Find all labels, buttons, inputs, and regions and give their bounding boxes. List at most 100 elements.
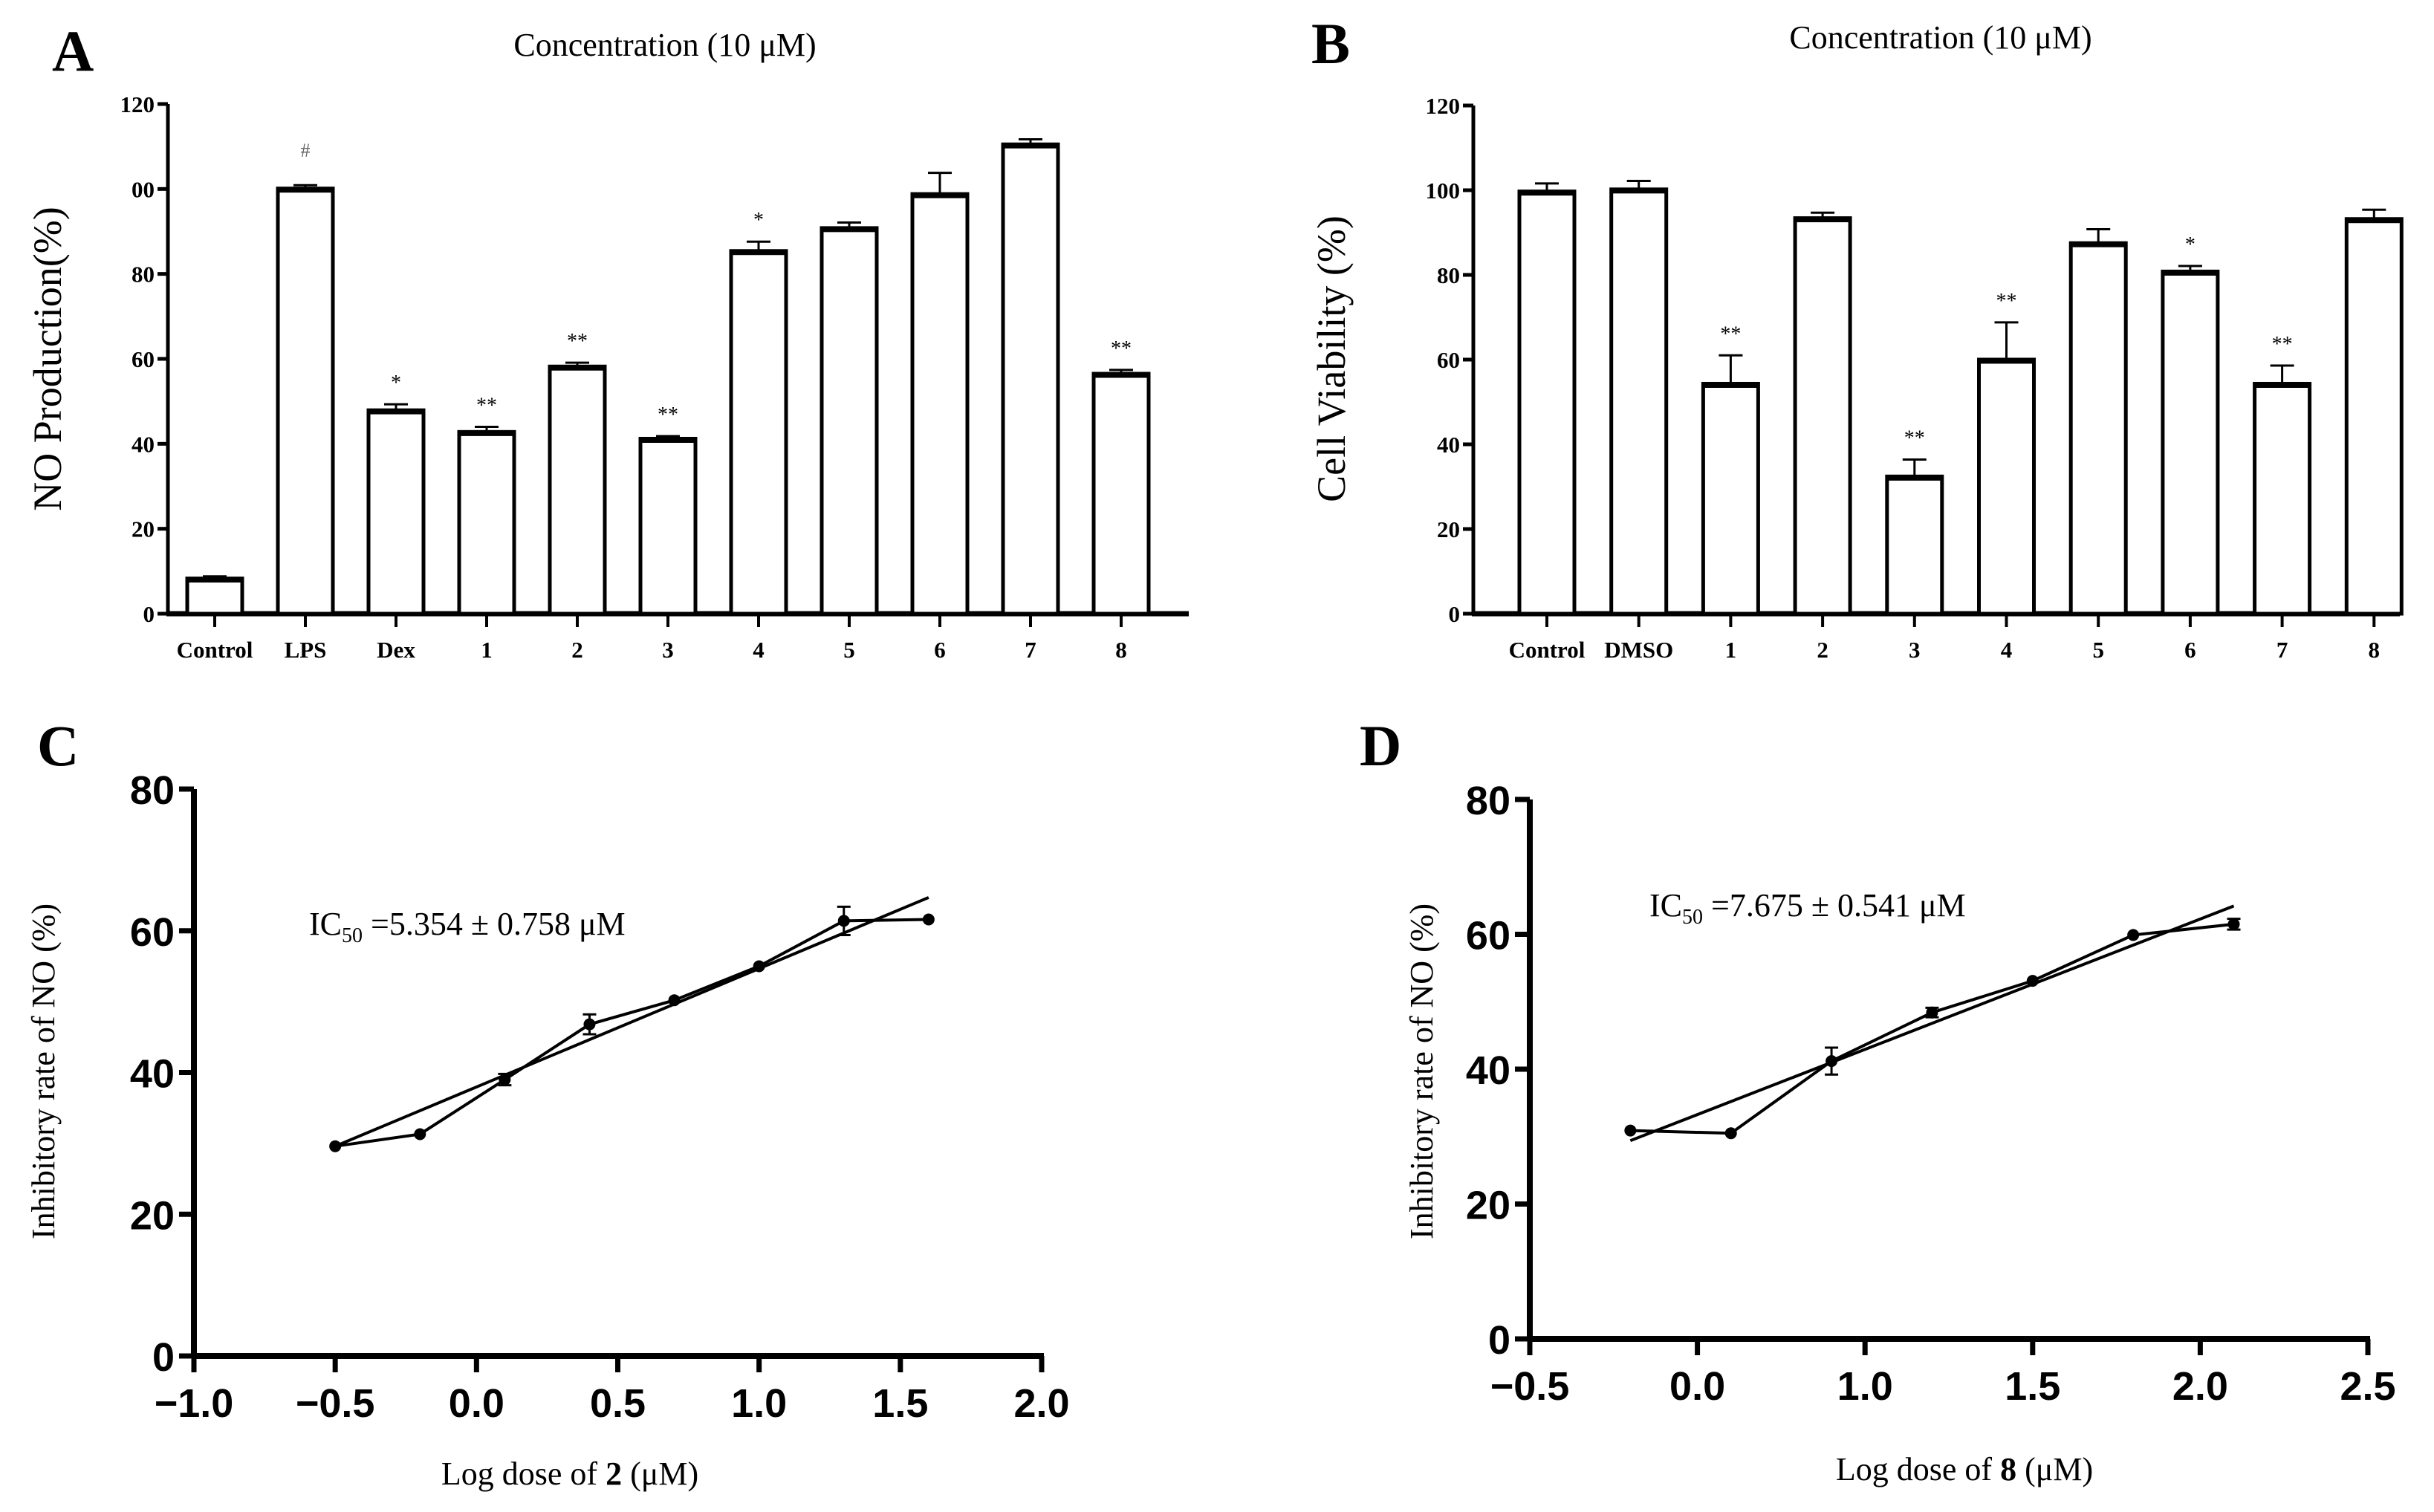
x-tick-label: 6 <box>2184 637 2196 663</box>
x-tick-label: LPS <box>285 637 327 663</box>
chart-title: Concentration (10 μM) <box>513 27 816 63</box>
bar <box>2068 241 2128 616</box>
x-tick-label: 7 <box>1025 637 1036 663</box>
data-point <box>1926 1006 1938 1019</box>
ic50-annotation: IC50 =5.354 ± 0.758 μM <box>309 906 626 947</box>
fit-line <box>1629 904 2235 1143</box>
data-point <box>2227 918 2240 930</box>
y-tick-label: 60 <box>1437 347 1460 373</box>
x-tick-label: 4 <box>753 637 765 663</box>
bar <box>910 192 970 616</box>
data-point <box>2127 929 2140 941</box>
ic50-subscript: 50 <box>342 924 363 947</box>
x-axis-label-compound: 2 <box>606 1456 622 1492</box>
data-point <box>329 1140 342 1152</box>
x-tick-label: 1.5 <box>2005 1364 2060 1409</box>
y-tick-label: 80 <box>1437 262 1460 288</box>
y-tick-label: 40 <box>1437 432 1460 458</box>
data-line <box>1630 922 2234 1135</box>
x-axis-label-suffix: (μM) <box>622 1456 698 1492</box>
panel-label: C <box>37 713 79 778</box>
bar <box>1793 216 1852 616</box>
bar <box>1701 381 1760 616</box>
panel-d: D Inhibitory rate of NO (%) Log dose of 8 … <box>1360 713 2396 1487</box>
bar <box>1091 371 1151 616</box>
significance-marker: ** <box>476 394 497 417</box>
bar <box>638 436 698 616</box>
x-tick-label: −0.5 <box>296 1381 375 1426</box>
bar <box>1609 187 1669 616</box>
bar <box>185 577 244 616</box>
bar <box>2161 269 2220 616</box>
panel-label: D <box>1360 713 1401 778</box>
panel-label: B <box>1311 11 1350 76</box>
data-point <box>753 960 765 973</box>
data-point <box>414 1128 426 1141</box>
x-tick-label: DMSO <box>1604 637 1673 663</box>
y-tick-label: 0 <box>143 601 155 627</box>
data-point <box>2026 975 2039 987</box>
x-tick-label: 3 <box>1909 637 1921 663</box>
bar <box>1001 142 1060 616</box>
x-tick-label: 0.0 <box>1669 1364 1725 1409</box>
x-axis-label-suffix: (μM) <box>2016 1451 2093 1487</box>
x-tick-label: 0.0 <box>449 1381 504 1426</box>
x-tick-label: 2.5 <box>2340 1364 2395 1409</box>
bar <box>2344 217 2404 616</box>
y-tick-label: 00 <box>132 176 155 202</box>
bar <box>2253 381 2312 616</box>
bar <box>820 226 879 616</box>
y-tick-label: 80 <box>130 768 175 813</box>
y-tick-label: 0 <box>152 1335 175 1380</box>
data-point <box>668 994 681 1007</box>
ic50-value: =7.675 ± 0.541 μM <box>1703 887 1966 924</box>
bar <box>1517 189 1577 616</box>
bar <box>366 408 426 616</box>
ic50-annotation: IC50 =7.675 ± 0.541 μM <box>1649 887 1966 929</box>
x-tick-label: 2 <box>571 637 583 663</box>
data-point <box>1624 1124 1637 1137</box>
bar <box>729 249 788 616</box>
x-tick-label: Control <box>177 637 253 663</box>
x-tick-label: 1.0 <box>1837 1364 1893 1409</box>
bar <box>1885 474 1944 616</box>
x-tick-label: 5 <box>2092 637 2104 663</box>
significance-marker: ** <box>1720 322 1741 345</box>
x-tick-label: 4 <box>2001 637 2013 663</box>
y-tick-label: 40 <box>1466 1048 1510 1093</box>
x-tick-label: 2.0 <box>1013 1381 1069 1426</box>
x-tick-label: 2 <box>1817 637 1828 663</box>
y-axis-label: Inhibitory rate of NO (%) <box>1403 903 1440 1239</box>
y-tick-label: 0 <box>1488 1318 1510 1363</box>
y-tick-label: 0 <box>1449 601 1461 627</box>
bar <box>457 429 516 616</box>
significance-marker: ** <box>567 330 588 353</box>
y-tick-label: 20 <box>1437 516 1460 542</box>
x-tick-label: 1.0 <box>731 1381 787 1426</box>
significance-marker: ** <box>1996 290 2017 313</box>
significance-marker: * <box>753 209 764 232</box>
x-axis-label: Log dose of 8 (μM) <box>1836 1451 2093 1487</box>
y-tick-label: 60 <box>132 346 155 372</box>
data-point <box>583 1018 596 1031</box>
y-tick-label: 20 <box>132 516 155 542</box>
x-tick-label: 7 <box>2276 637 2288 663</box>
data-point <box>1724 1127 1737 1140</box>
y-tick-label: 20 <box>1466 1184 1510 1228</box>
panel-label: A <box>52 19 94 83</box>
x-tick-label: 8 <box>1115 637 1127 663</box>
x-tick-label: 1 <box>1725 637 1737 663</box>
x-axis-label-compound: 8 <box>2000 1451 2016 1487</box>
x-tick-label: 3 <box>662 637 674 663</box>
significance-marker: ** <box>2272 333 2293 356</box>
x-tick-label: 6 <box>934 637 946 663</box>
bar <box>1977 357 2036 616</box>
ic50-subscript: 50 <box>1682 906 1703 929</box>
x-tick-label: Dex <box>377 637 415 663</box>
significance-marker: ** <box>658 403 678 426</box>
significance-marker: * <box>2185 233 2196 256</box>
significance-marker: ** <box>1904 427 1925 450</box>
y-tick-label: 40 <box>132 431 155 457</box>
x-tick-label: 1 <box>481 637 493 663</box>
